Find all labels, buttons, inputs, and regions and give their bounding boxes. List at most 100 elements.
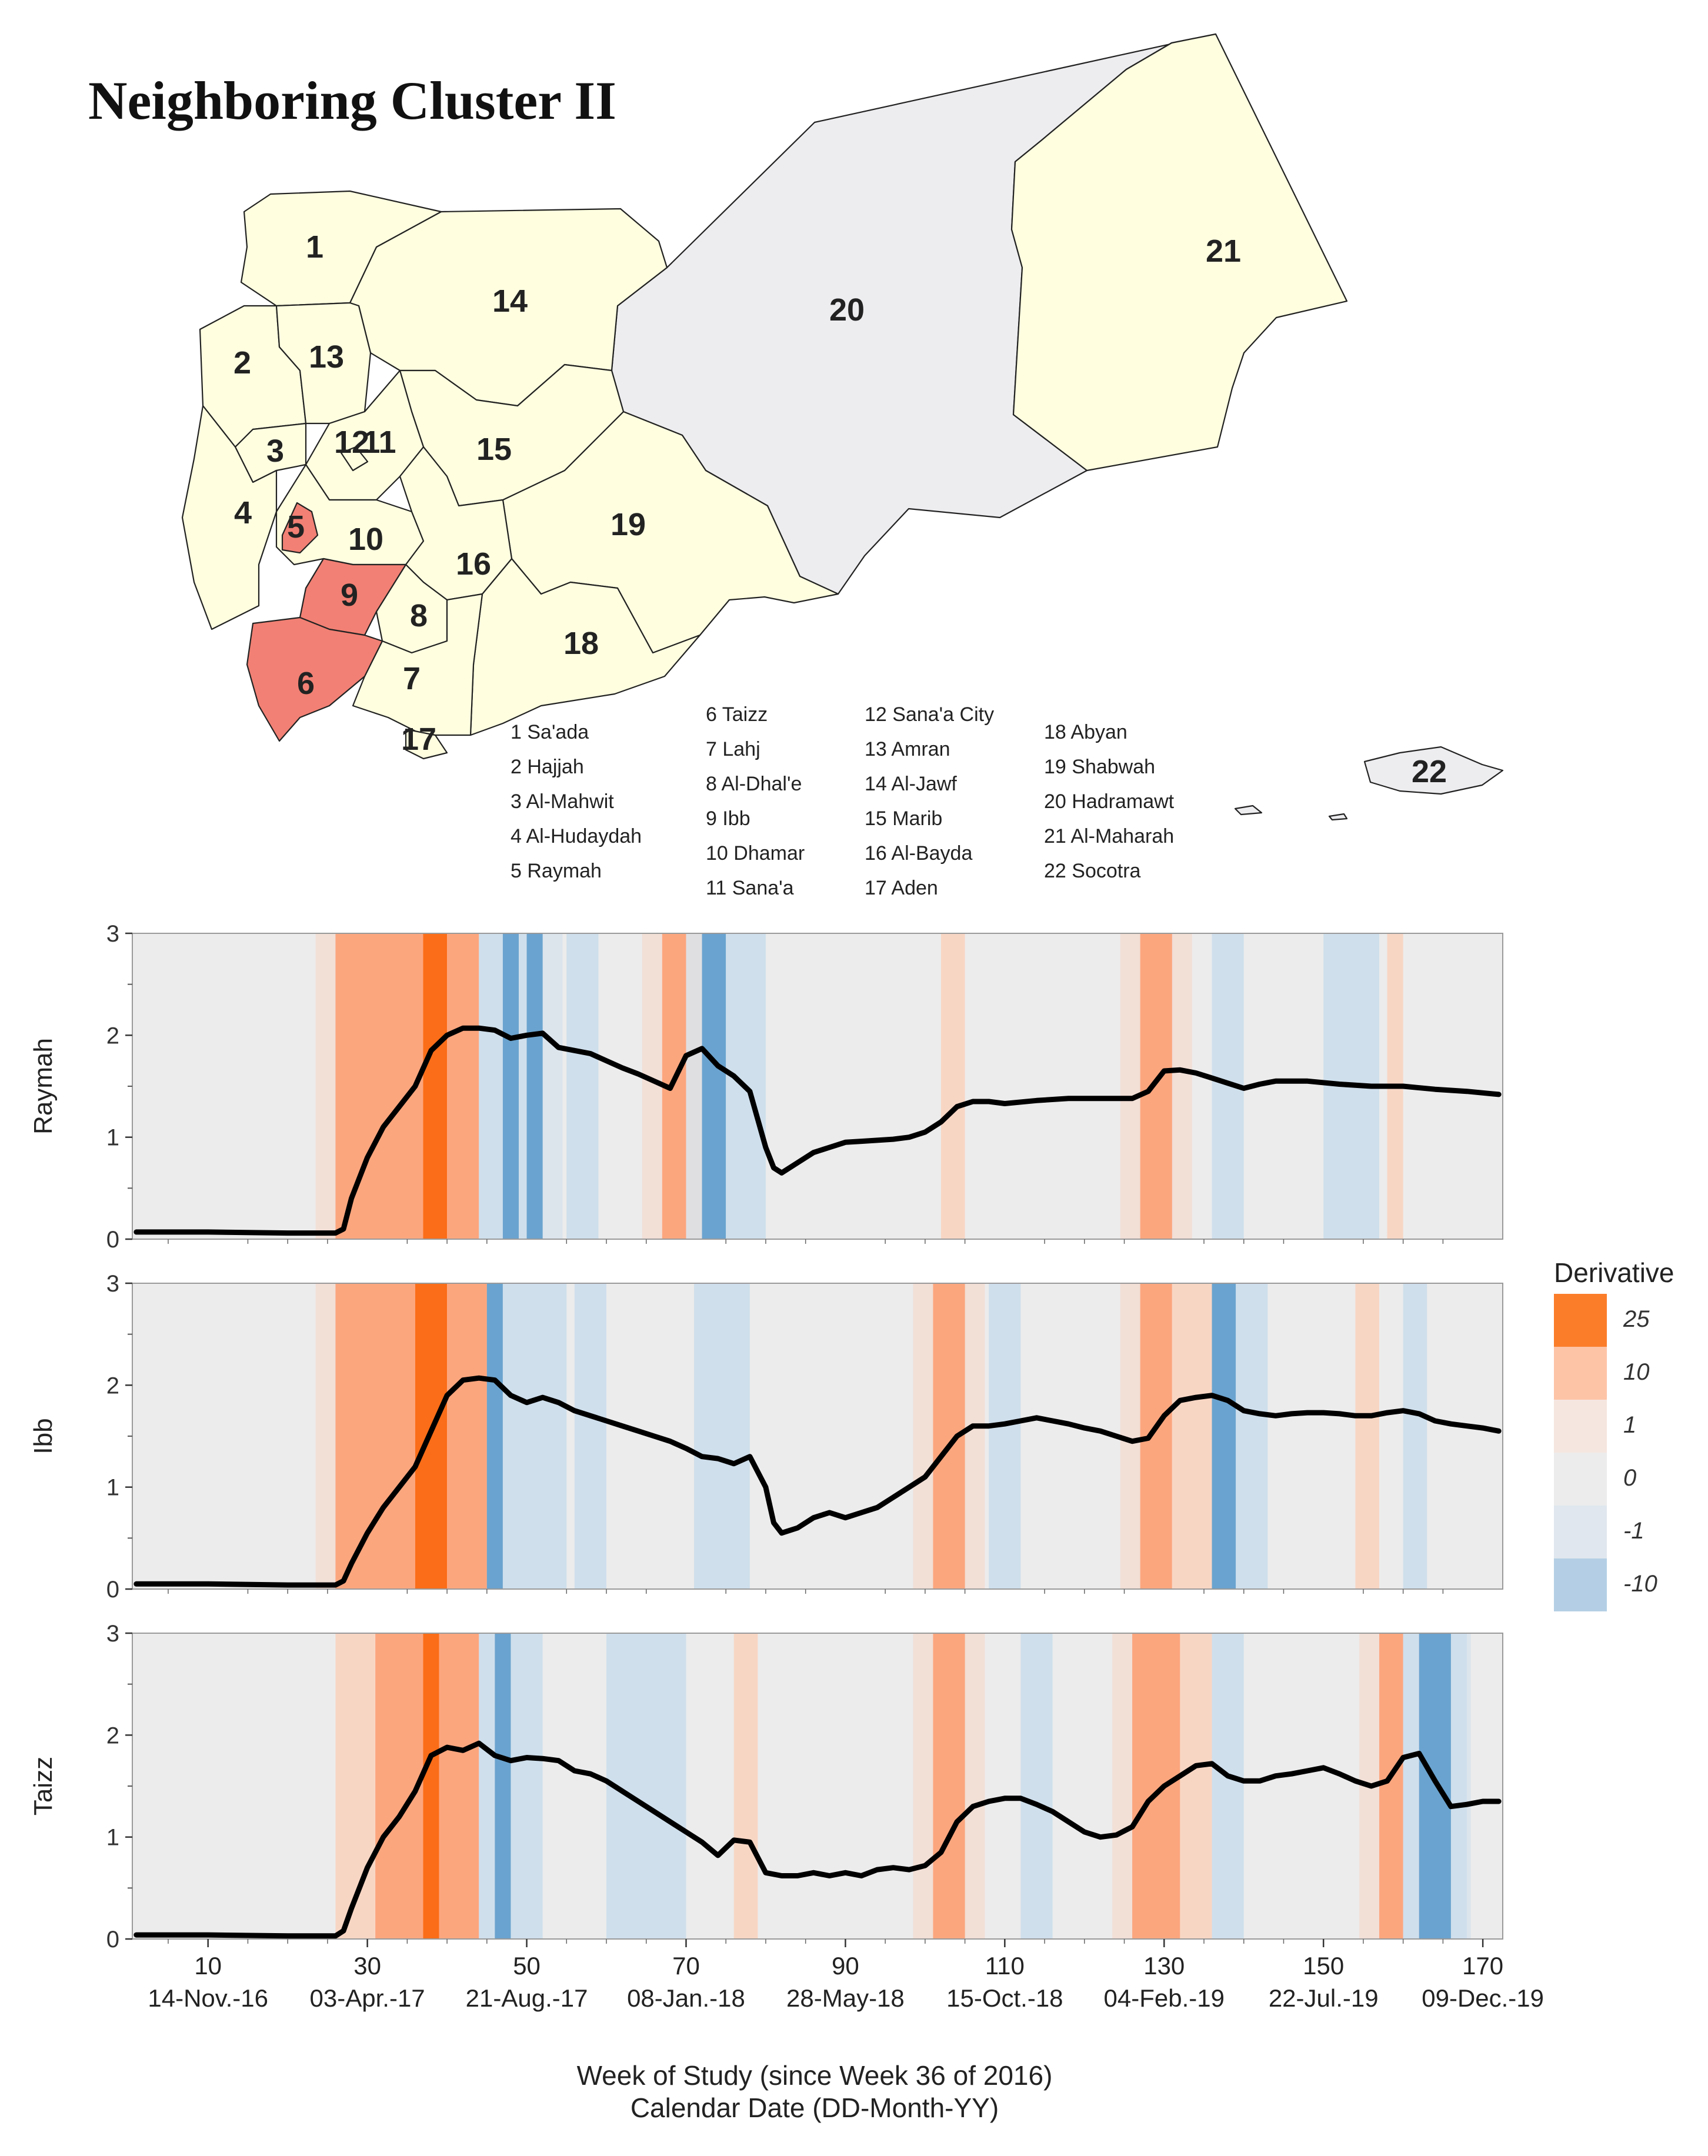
x-tick-label-date: 21-Aug.-17 (466, 1984, 588, 2012)
province-list-col-2: 6 Taizz 7 Lahj 8 Al-Dhal'e 9 Ibb 10 Dhamar 11… (706, 697, 805, 906)
province-list-item: 11 Sana'a (706, 877, 794, 899)
legend-swatch (1554, 1400, 1607, 1453)
province-list-item: 6 Taizz (706, 703, 768, 726)
map-label-3: 3 (266, 433, 284, 469)
map-label-16: 16 (456, 546, 491, 582)
series-line-taizz (134, 1740, 1502, 1939)
map-label-6: 6 (297, 666, 315, 701)
y-tick-label: 2 (106, 1723, 119, 1748)
region-18-abyan (469, 558, 701, 736)
province-list-item: 21 Al-Maharah (1044, 825, 1175, 847)
y-tick-label: 2 (106, 1373, 119, 1399)
y-tick-label: 0 (106, 1227, 119, 1253)
derivative-band (1172, 1283, 1212, 1589)
map-label-10: 10 (348, 522, 383, 557)
series-line-raymah (134, 1025, 1502, 1236)
derivative-band (447, 1283, 487, 1589)
legend-title: Derivative (1554, 1257, 1674, 1288)
map-label-1: 1 (306, 229, 323, 265)
derivative-band (526, 933, 543, 1239)
y-axis-title: Raymah (29, 1038, 58, 1134)
derivative-band (502, 1283, 567, 1589)
map-title: Neighboring Cluster II (88, 71, 616, 131)
derivative-band (486, 1283, 503, 1589)
map-label-13: 13 (309, 339, 344, 375)
province-list-item: 22 Socotra (1044, 860, 1141, 882)
derivative-band (519, 933, 527, 1239)
x-axis: 10 14-Nov.-16 30 03-Apr.-17 50 21-Aug.-17 70 08… (148, 1239, 1544, 2012)
y-axis-title: Ibb (29, 1418, 58, 1454)
x-tick-label-week: 70 (672, 1952, 700, 1980)
region-1-saada (240, 190, 442, 307)
legend-label: 1 (1623, 1412, 1636, 1438)
map-label-21: 21 (1206, 233, 1241, 269)
x-tick-label-date: 03-Apr.-17 (310, 1984, 425, 2012)
legend-swatch (1554, 1347, 1607, 1400)
panel-raymah: 0 1 2 3 Raymah (29, 921, 1503, 1253)
map-label-20: 20 (829, 292, 865, 328)
legend-label: 10 (1623, 1359, 1650, 1385)
legend-label: -10 (1623, 1571, 1657, 1597)
panel-ibb: 0 1 2 3 Ibb (29, 1271, 1503, 1603)
derivative-band (1212, 1283, 1236, 1589)
province-list-item: 17 Aden (865, 877, 938, 899)
y-tick-label: 1 (106, 1825, 119, 1851)
map-label-14: 14 (492, 283, 528, 319)
region-4-al-hudaydah (181, 405, 278, 630)
legend-label: 25 (1623, 1306, 1650, 1332)
y-tick-label: 0 (106, 1577, 119, 1603)
island-east-2 (1328, 813, 1348, 821)
derivative-band (566, 933, 599, 1239)
derivative-band (1355, 1283, 1380, 1589)
derivative-band (1212, 1633, 1244, 1939)
province-list-item: 9 Ibb (706, 807, 750, 830)
province-list-item: 5 Raymah (511, 860, 602, 882)
province-list-item: 15 Marib (865, 807, 943, 830)
province-list-item: 4 Al-Hudaydah (511, 825, 642, 847)
derivative-band (502, 933, 519, 1239)
x-tick-label-date: 04-Feb.-19 (1104, 1984, 1225, 2012)
legend-swatch (1554, 1453, 1607, 1506)
region-12-sanaa-city (340, 446, 369, 472)
y-tick-label: 3 (106, 1271, 119, 1297)
map-label-15: 15 (476, 432, 512, 467)
region-21-al-maharah (1010, 33, 1348, 472)
x-tick-label-week: 110 (985, 1952, 1025, 1980)
map-label-18: 18 (563, 626, 599, 661)
panel-taizz: 0 1 2 3 Taizz (29, 1621, 1503, 1953)
legend-label: 0 (1623, 1465, 1636, 1491)
region-6-taizz (246, 616, 383, 742)
x-tick-label-week: 50 (513, 1952, 541, 1980)
x-tick-label-week: 150 (1303, 1952, 1344, 1980)
province-list-item: 16 Al-Bayda (865, 842, 973, 865)
x-tick-label-date: 22-Jul.-19 (1269, 1984, 1379, 2012)
province-list-item: 10 Dhamar (706, 842, 805, 865)
derivative-band (335, 1283, 415, 1589)
derivative-band (479, 1633, 495, 1939)
derivative-band (479, 933, 503, 1239)
island-east-1 (1234, 805, 1263, 816)
y-tick-label: 2 (106, 1023, 119, 1049)
derivative-band (1403, 1283, 1427, 1589)
y-axis-title: Taizz (29, 1757, 58, 1815)
map-label-2: 2 (233, 345, 251, 381)
province-list-item: 3 Al-Mahwit (511, 790, 614, 813)
province-list-item: 8 Al-Dhal'e (706, 773, 802, 795)
map-label-4: 4 (234, 495, 252, 530)
derivative-band (702, 933, 726, 1239)
province-list-col-4: 18 Abyan 19 Shabwah 20 Hadramawt 21 Al-Maha… (1044, 715, 1174, 889)
x-tick-label-date: 28-May-18 (786, 1984, 905, 2012)
x-axis-title-2: Calendar Date (DD-Month-YY) (631, 2092, 999, 2123)
province-list-item: 19 Shabwah (1044, 756, 1156, 778)
derivative-band (423, 1633, 439, 1939)
y-tick-label: 0 (106, 1927, 119, 1953)
derivative-band (1236, 1283, 1268, 1589)
x-tick-label-date: 08-Jan.-18 (627, 1984, 745, 2012)
derivative-band (733, 1633, 758, 1939)
x-tick-label-date: 14-Nov.-16 (148, 1984, 268, 2012)
derivative-band (1403, 1633, 1419, 1939)
region-5-raymah (281, 502, 319, 554)
region-22-socotra (1363, 746, 1504, 795)
